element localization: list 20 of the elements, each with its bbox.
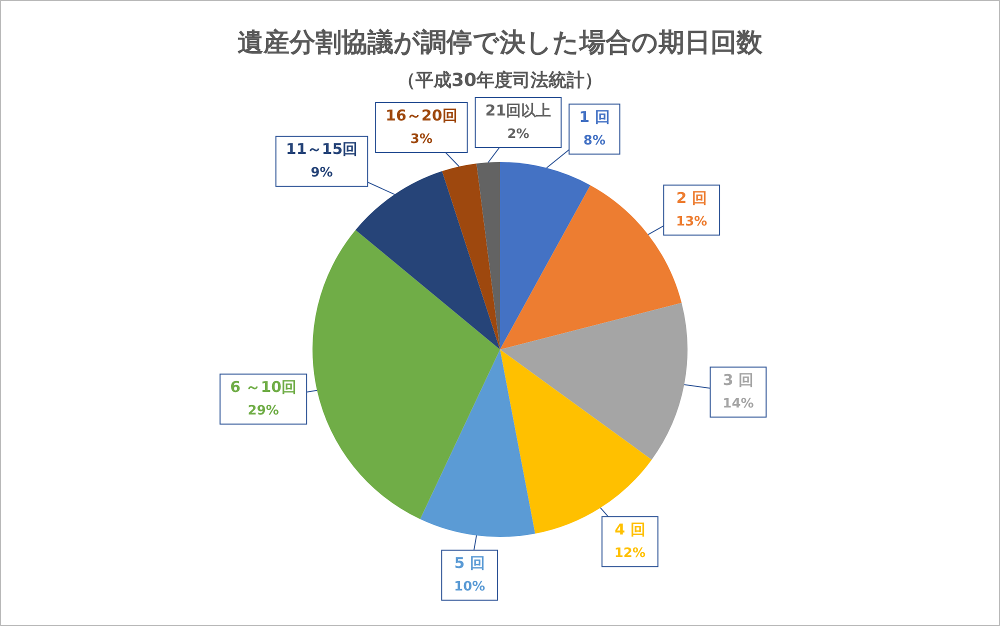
slice-label: 11～15回 bbox=[286, 140, 358, 158]
chart-subtitle: （平成30年度司法統計） bbox=[396, 69, 604, 92]
slice-label: 4 回 bbox=[614, 520, 646, 538]
slice-label: 5 回 bbox=[454, 554, 485, 572]
slice-label: 6 ～10回 bbox=[230, 378, 297, 396]
chart-title: 遺産分割協議が調停で決した場合の期日回数 bbox=[236, 27, 764, 60]
data-label: 29% bbox=[248, 404, 279, 419]
slice-label: 21回以上 bbox=[485, 101, 552, 120]
data-label: 12% bbox=[614, 546, 646, 561]
slice-label: 1 回 bbox=[579, 108, 610, 126]
data-label: 2% bbox=[507, 126, 530, 142]
data-label: 9% bbox=[310, 166, 333, 181]
slice-label: 16～20回 bbox=[386, 106, 458, 124]
slice-label: 2 回 bbox=[676, 188, 707, 207]
data-label: 8% bbox=[583, 134, 606, 149]
data-label: 3% bbox=[410, 132, 432, 147]
slice-label: 3 回 bbox=[722, 371, 754, 390]
data-label: 14% bbox=[722, 396, 754, 412]
data-label: 13% bbox=[676, 214, 708, 230]
data-label: 10% bbox=[454, 580, 486, 595]
